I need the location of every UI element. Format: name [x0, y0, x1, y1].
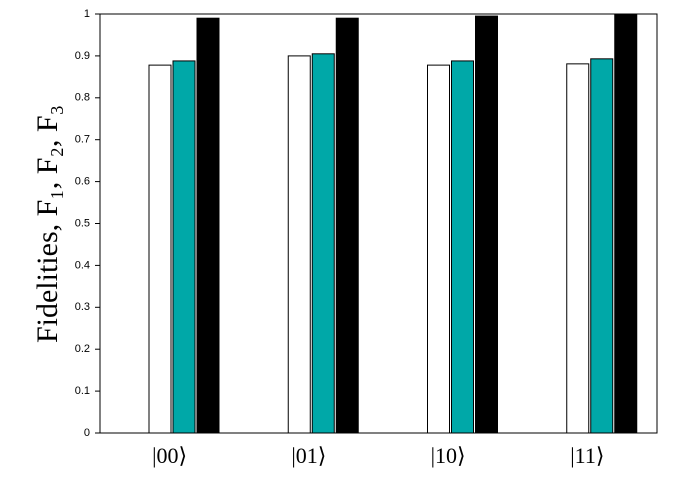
x-tick-label: |10⟩	[431, 443, 466, 468]
y-tick-label: 0.2	[75, 343, 90, 355]
bar	[614, 13, 638, 434]
y-tick-label: 0.6	[75, 176, 90, 188]
x-tick-label: |00⟩	[152, 443, 187, 468]
bar	[427, 64, 450, 434]
bar	[335, 17, 359, 434]
plot-frame	[99, 13, 658, 434]
x-tick-label: |11⟩	[570, 443, 604, 468]
bar	[451, 60, 474, 434]
y-tick-label: 0.5	[75, 217, 90, 229]
y-tick-label: 0.3	[75, 301, 90, 313]
y-tick-label: 0.8	[75, 92, 90, 104]
bar	[311, 53, 335, 434]
y-tick-label: 0.1	[75, 385, 90, 397]
bar	[566, 63, 590, 434]
bar	[475, 15, 498, 434]
y-tick-label: 1	[84, 8, 90, 20]
bar	[590, 58, 614, 434]
bar	[196, 17, 220, 434]
y-tick-label: 0	[84, 427, 90, 439]
y-tick-label: 0.7	[75, 134, 90, 146]
y-tick-label: 0.9	[75, 50, 90, 62]
bar	[287, 55, 311, 434]
x-tick-label: |01⟩	[291, 443, 326, 468]
bar	[172, 60, 196, 434]
bar	[148, 64, 172, 434]
y-tick-label: 0.4	[75, 259, 90, 271]
y-axis-label: Fidelities, F₁, F₂, F₃	[31, 105, 64, 343]
